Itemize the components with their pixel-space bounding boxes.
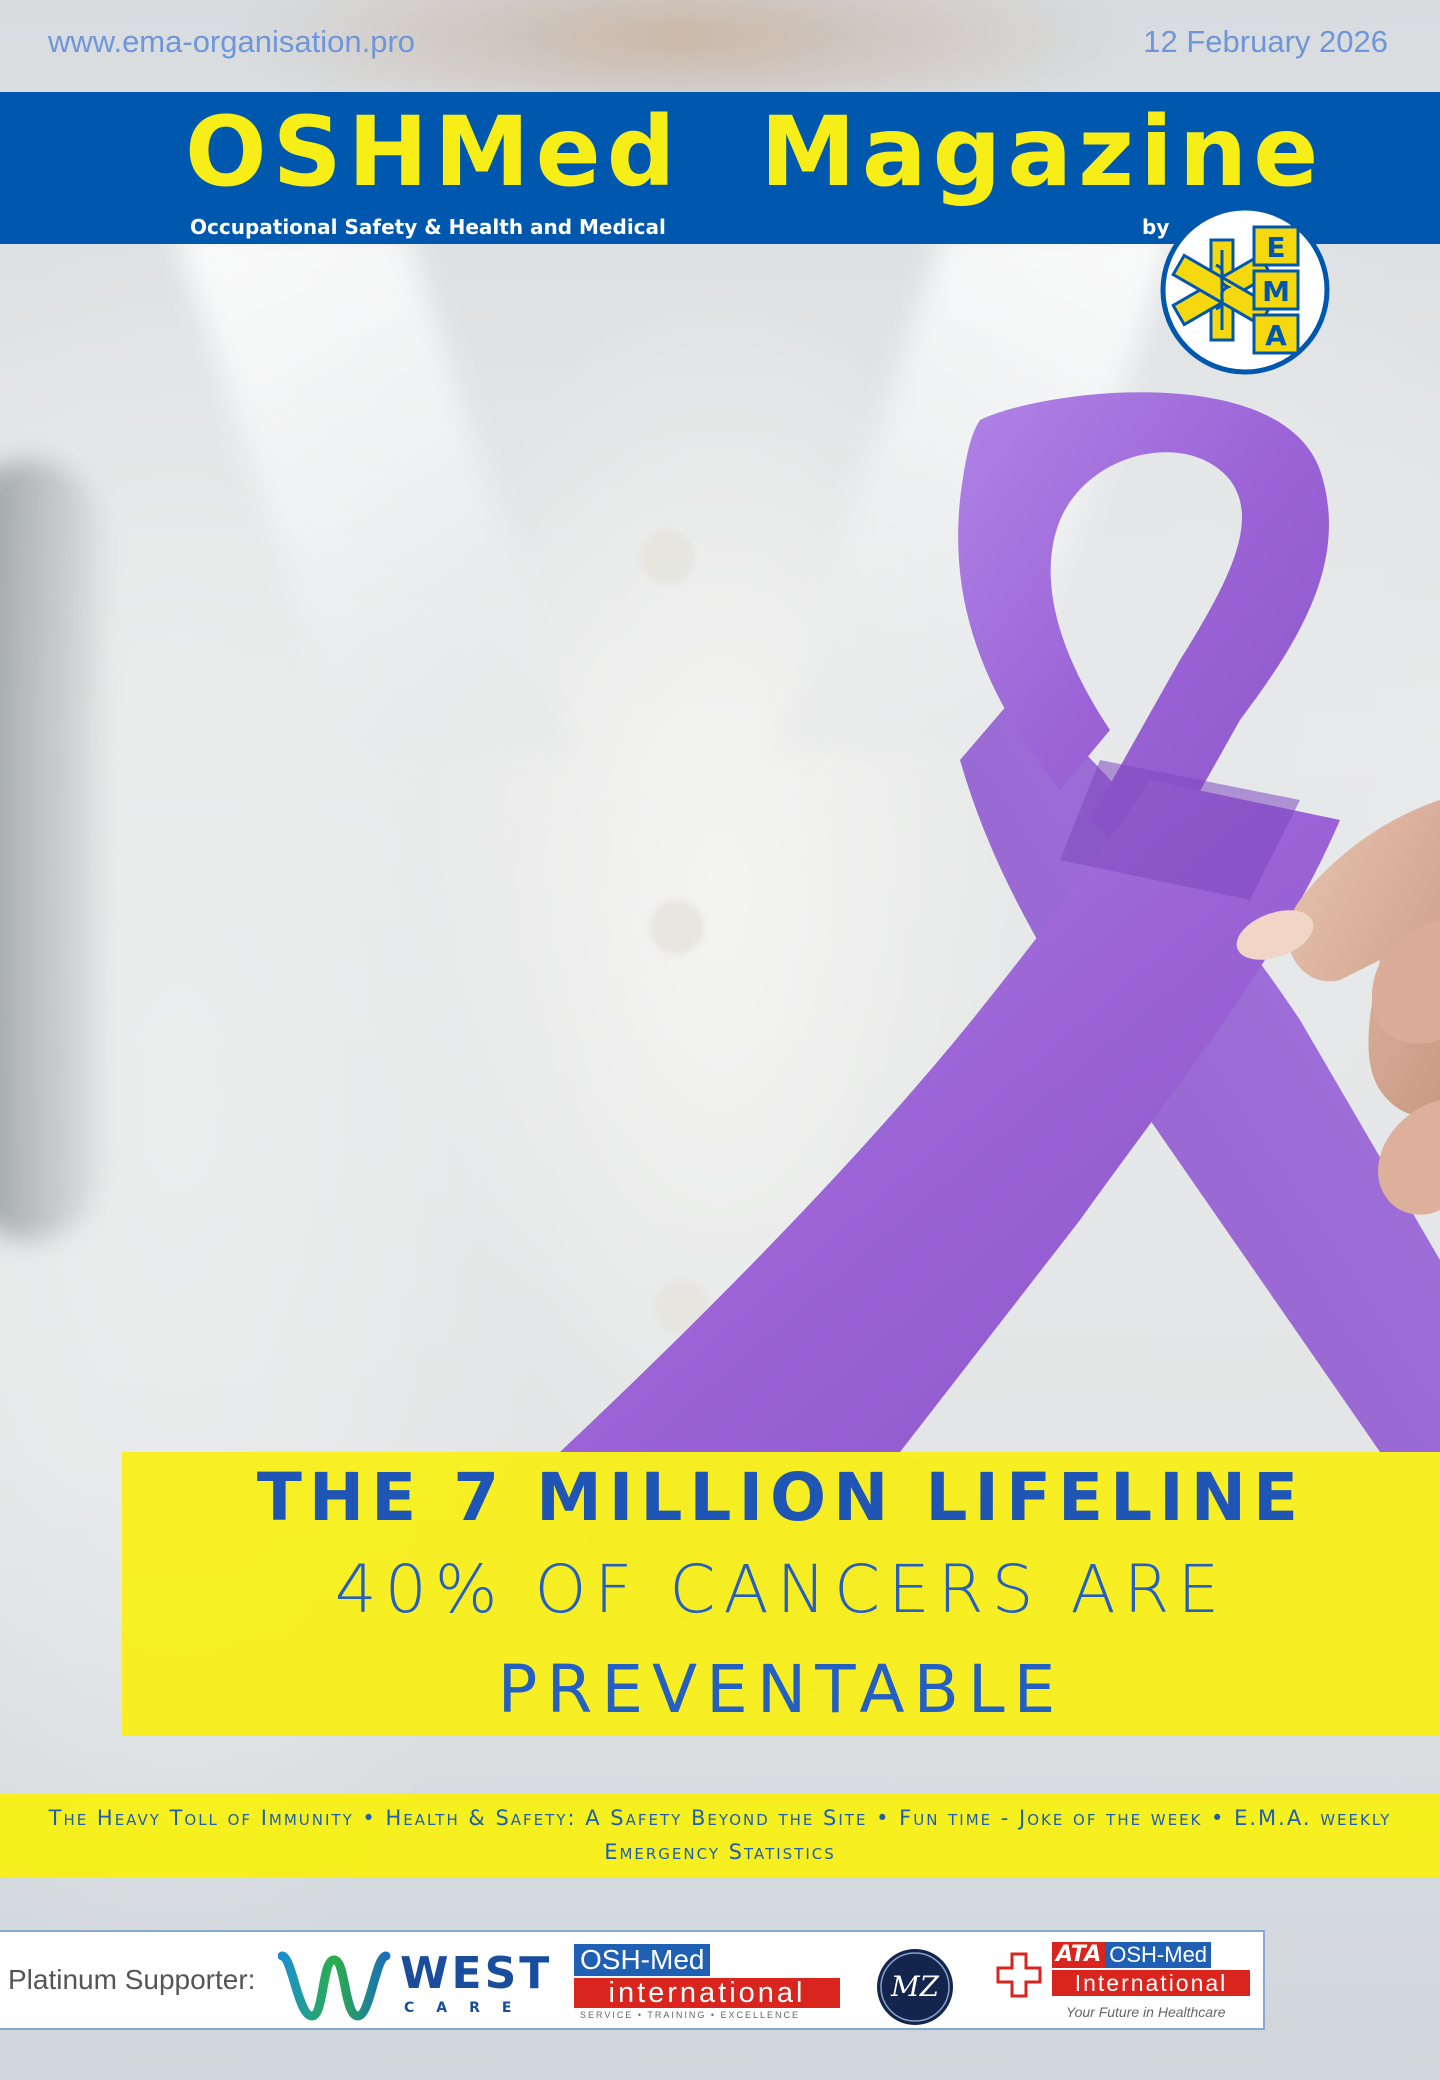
- oshmed-logo-middle: international: [574, 1978, 840, 2008]
- logo-letter-e: E: [1266, 231, 1285, 264]
- oshmed-logo-top: OSH-Med: [574, 1944, 711, 1976]
- top-meta-row: www.ema-organisation.pro 12 February 202…: [48, 24, 1388, 60]
- platinum-supporter-label: Platinum Supporter:: [8, 1964, 256, 1995]
- westcare-west-text: WEST: [400, 1948, 553, 1999]
- logo-letter-a: A: [1265, 319, 1287, 352]
- photo-stethoscope: [0, 460, 100, 1240]
- headline-line-3: PREVENTABLE: [497, 1651, 1065, 1728]
- photo-face-blur: [230, 0, 1130, 100]
- westcare-care-text: CARE: [404, 2000, 534, 2016]
- ema-logo: E M A: [1160, 205, 1330, 375]
- ata-logo-international: International: [1052, 1970, 1250, 1996]
- ata-logo-tagline: Your Future in Healthcare: [1066, 2004, 1226, 2020]
- ata-logo-oshmed: OSH-Med: [1105, 1942, 1212, 1968]
- mz-logo-text: MZ: [890, 1970, 940, 2003]
- medical-cross-icon: [996, 1952, 1042, 1998]
- westcare-w-icon: [278, 1951, 391, 2021]
- oshmed-logo-tagline: SERVICE • TRAINING • EXCELLENCE: [580, 2010, 801, 2020]
- photo-coat-button: [640, 530, 694, 584]
- logo-letter-m: M: [1262, 275, 1290, 308]
- headline-box: THE 7 MILLION LIFELINE 40% OF CANCERS AR…: [122, 1452, 1440, 1736]
- issue-date: 12 February 2026: [1143, 24, 1388, 59]
- magazine-subtitle: Occupational Safety & Health and Medical: [190, 215, 666, 239]
- topics-strip: The Heavy Toll of Immunity • Health & Sa…: [0, 1794, 1440, 1878]
- ata-logo-top: ATA OSH-Med: [1052, 1942, 1212, 1968]
- headline-line-2: 40% OF CANCERS ARE: [334, 1551, 1228, 1628]
- headline-line-1: THE 7 MILLION LIFELINE: [256, 1459, 1306, 1536]
- ata-logo-ata: ATA: [1052, 1942, 1106, 1968]
- magazine-title: OSHMed Magazine: [185, 96, 1325, 208]
- topics-list: The Heavy Toll of Immunity • Health & Sa…: [48, 1806, 1392, 1864]
- by-label: by: [1142, 215, 1170, 239]
- supporters-bar: Platinum Supporter: WEST CARE OSH-Med in…: [0, 1930, 1265, 2030]
- website-url[interactable]: www.ema-organisation.pro: [48, 24, 416, 59]
- mz-logo: MZ: [877, 1949, 953, 2025]
- photo-coat-button: [650, 900, 704, 954]
- oshmed-international-logo: OSH-Med international SERVICE • TRAINING…: [574, 1944, 840, 2024]
- ata-oshmed-logo: ATA OSH-Med International Your Future in…: [990, 1942, 1256, 2028]
